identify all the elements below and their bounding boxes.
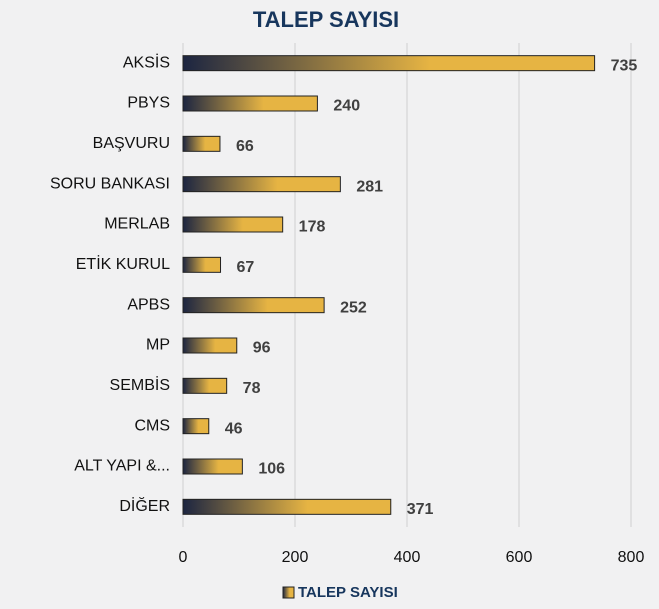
y-tick-label: AKSİS (123, 52, 170, 71)
y-tick-label: PBYS (127, 95, 170, 112)
chart-title: TALEP SAYISI (253, 7, 399, 32)
bar (182, 297, 325, 314)
grid: 0 200 400 600 800 (179, 43, 645, 566)
x-tick-label: 400 (394, 549, 421, 566)
y-tick-label: ETİK KURUL (76, 254, 170, 273)
bars: AKSİS 735 PBYS 240 BAŞVURU 66 SORU BANKASI 281 M… (50, 52, 637, 518)
x-tick-label: 0 (179, 549, 188, 566)
x-tick-label: 200 (282, 549, 309, 566)
data-label: 96 (253, 340, 271, 357)
x-tick-label: 800 (618, 549, 645, 566)
y-tick-label: MERLAB (104, 216, 170, 233)
data-label: 735 (611, 57, 638, 74)
data-label: 78 (243, 380, 261, 397)
y-tick-label: BAŞVURU (93, 135, 170, 152)
bar (182, 498, 392, 515)
data-label: 67 (237, 259, 255, 276)
data-label: 46 (225, 420, 243, 437)
data-label: 178 (299, 219, 326, 236)
bar (182, 337, 238, 354)
y-tick-label: DİĞER (119, 496, 170, 515)
legend-label: TALEP SAYISI (298, 584, 398, 601)
bar (182, 216, 284, 233)
y-tick-label: SEMBİS (110, 375, 170, 394)
data-label: 281 (356, 178, 383, 195)
bar (182, 256, 222, 273)
bar (182, 176, 341, 193)
bar (182, 55, 596, 72)
y-tick-label: MP (146, 337, 170, 354)
data-label: 240 (333, 98, 360, 115)
legend-swatch (282, 586, 295, 599)
bar (182, 458, 243, 475)
data-label: 106 (258, 461, 285, 478)
bar (182, 135, 221, 152)
bar (182, 418, 210, 435)
data-label: 66 (236, 138, 254, 155)
y-tick-label: CMS (134, 417, 170, 434)
data-label: 252 (340, 299, 367, 316)
y-tick-label: ALT YAPI &... (74, 458, 170, 475)
x-tick-label: 600 (506, 549, 533, 566)
y-tick-label: APBS (127, 296, 170, 313)
y-tick-label: SORU BANKASI (50, 175, 170, 192)
data-label: 371 (407, 501, 434, 518)
bar (182, 377, 228, 394)
bar (182, 95, 318, 112)
